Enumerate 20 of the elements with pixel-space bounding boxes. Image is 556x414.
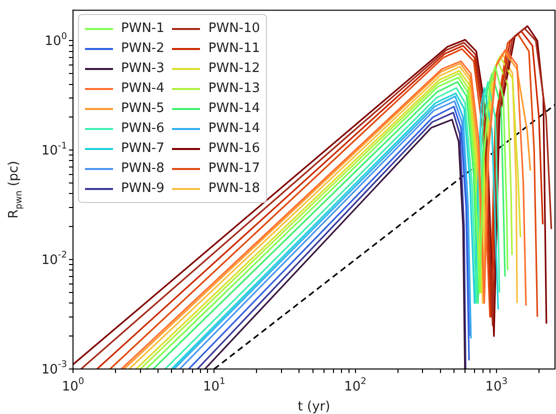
x-axis-title: t (yr) [298, 399, 330, 414]
legend-label: PWN-14 [208, 100, 260, 118]
legend-label: PWN-7 [121, 140, 164, 158]
legend-label: PWN-8 [121, 160, 164, 178]
legend-label: PWN-2 [121, 40, 164, 58]
legend-label: PWN-9 [121, 180, 164, 198]
y-axis-title: Rpwn (pc) [6, 160, 25, 218]
legend-label: PWN-16 [208, 140, 260, 158]
legend-label: PWN-10 [208, 20, 260, 38]
legend-label: PWN-1 [121, 20, 164, 38]
legend-label: PWN-17 [208, 160, 260, 178]
legend-label: PWN-12 [208, 60, 260, 78]
legend-label: PWN-4 [121, 80, 164, 98]
legend-label: PWN-18 [208, 180, 260, 198]
legend-label: PWN-13 [208, 80, 260, 98]
legend-label: PWN-14 [208, 120, 260, 138]
legend-label: PWN-3 [121, 60, 164, 78]
legend-label: PWN-5 [121, 100, 164, 118]
legend-label: PWN-6 [121, 120, 164, 138]
legend-label: PWN-11 [208, 40, 260, 58]
